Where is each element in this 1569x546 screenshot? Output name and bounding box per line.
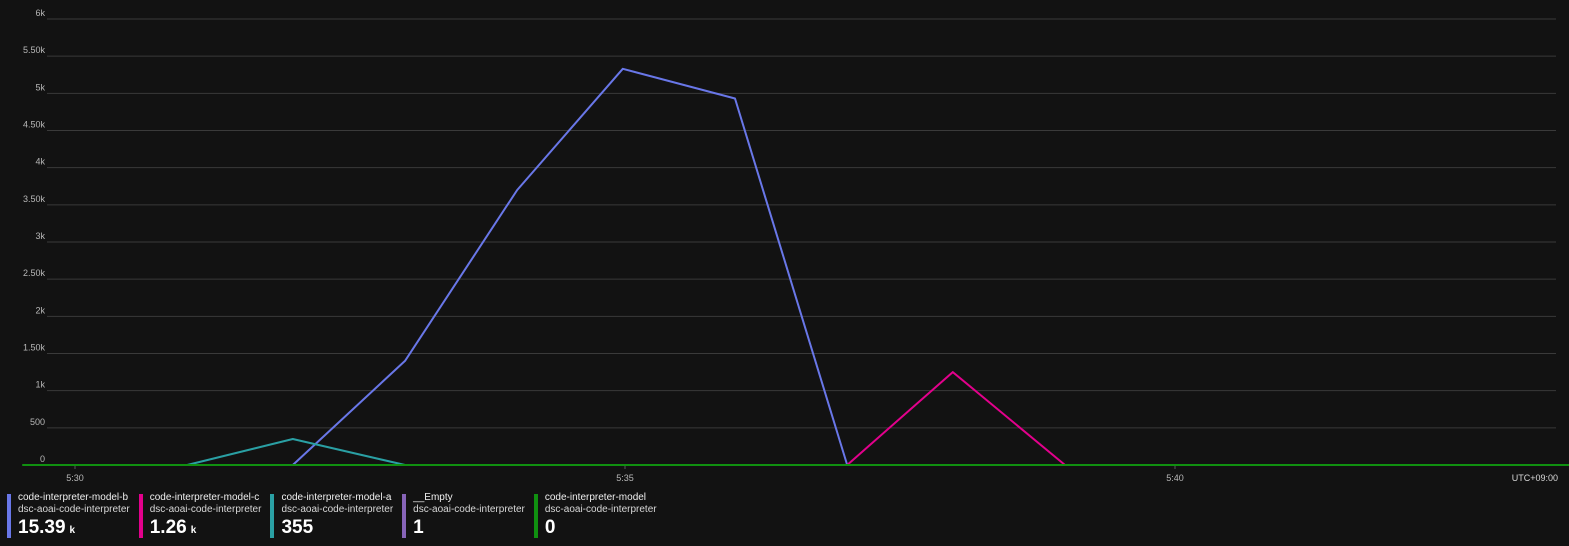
legend-item[interactable]: code-interpreter-model-b dsc-aoai-code-in… [7,492,130,540]
legend-item[interactable]: code-interpreter-model-c dsc-aoai-code-in… [138,492,262,542]
y-tick-label: 500 [30,417,45,427]
y-tick-label: 2.50k [23,268,46,278]
y-tick-label: 0 [40,454,45,464]
x-tick-label: 5:30 [66,473,84,483]
y-tick-label: 3.50k [23,194,46,204]
legend-value-unit: k [190,525,197,536]
y-tick-label: 4.50k [23,120,46,130]
legend-item[interactable]: __Empty dsc-aoai-code-interpreter 1 [402,492,525,540]
legend-value-unit: k [69,525,76,536]
series-line-code-interpreter-model-c [846,371,1066,466]
legend-total-value: 1.26 k [150,517,262,542]
legend-color-swatch [402,494,407,538]
legend-series-name: code-interpreter-model-b [18,492,129,503]
legend-resource-name: dsc-aoai-code-interpreter [413,504,525,515]
timezone-label: UTC+09:00 [1512,473,1558,483]
legend-series-name: code-interpreter-model-c [149,492,260,503]
legend-color-swatch [138,494,143,538]
y-tick-label: 6k [35,8,45,18]
x-axis-ticks: 5:30 5:35 5:40 [66,465,1184,483]
legend-resource-name: dsc-aoai-code-interpreter [18,504,130,515]
legend-color-swatch [270,494,275,538]
x-tick-label: 5:40 [1166,473,1184,483]
legend-item[interactable]: code-interpreter-model dsc-aoai-code-inte… [533,492,657,542]
series-line-code-interpreter-model-a [186,438,406,466]
y-tick-label: 1k [35,380,45,390]
legend-value-number: 0 [544,517,556,538]
x-tick-label: 5:35 [616,473,634,483]
legend-value-number: 1 [413,517,424,538]
y-tick-label: 5k [35,82,45,92]
legend-series-name: code-interpreter-model-a [281,492,392,503]
legend-item[interactable]: code-interpreter-model-a dsc-aoai-code-in… [270,492,393,540]
legend-value-number: 355 [281,517,314,538]
legend-value-number: 15.39 [18,517,66,538]
legend-resource-name: dsc-aoai-code-interpreter [544,504,657,515]
y-tick-label: 4k [35,157,45,167]
legend-total-value: 15.39 k [18,517,130,542]
y-tick-label: 2k [35,305,45,315]
legend-resource-name: dsc-aoai-code-interpreter [281,504,394,515]
legend: code-interpreter-model-b dsc-aoai-code-in… [7,492,666,540]
legend-resource-name: dsc-aoai-code-interpreter [149,504,262,515]
legend-series-name: code-interpreter-model [544,492,647,503]
legend-color-swatch [533,494,538,538]
series-line-code-interpreter-model-b [292,67,849,466]
grid-lines [47,18,1556,466]
y-tick-label: 1.50k [23,343,46,353]
legend-total-value: 0 [545,517,657,542]
legend-series-name: __Empty [413,492,453,503]
legend-total-value: 1 [413,517,525,542]
y-tick-label: 5.50k [23,45,46,55]
legend-color-swatch [7,494,11,538]
line-chart: 0 500 1k 1.50k 2k 2.50k 3k 3.50k 4k 4.50k 5k 5.50k 6… [22,8,1569,483]
series-lines [22,67,1569,466]
y-tick-label: 3k [35,231,45,241]
y-axis-ticks: 0 500 1k 1.50k 2k 2.50k 3k 3.50k 4k 4.50k 5k 5.50k 6… [23,8,46,464]
legend-value-number: 1.26 [149,517,187,538]
legend-total-value: 355 [281,517,393,542]
